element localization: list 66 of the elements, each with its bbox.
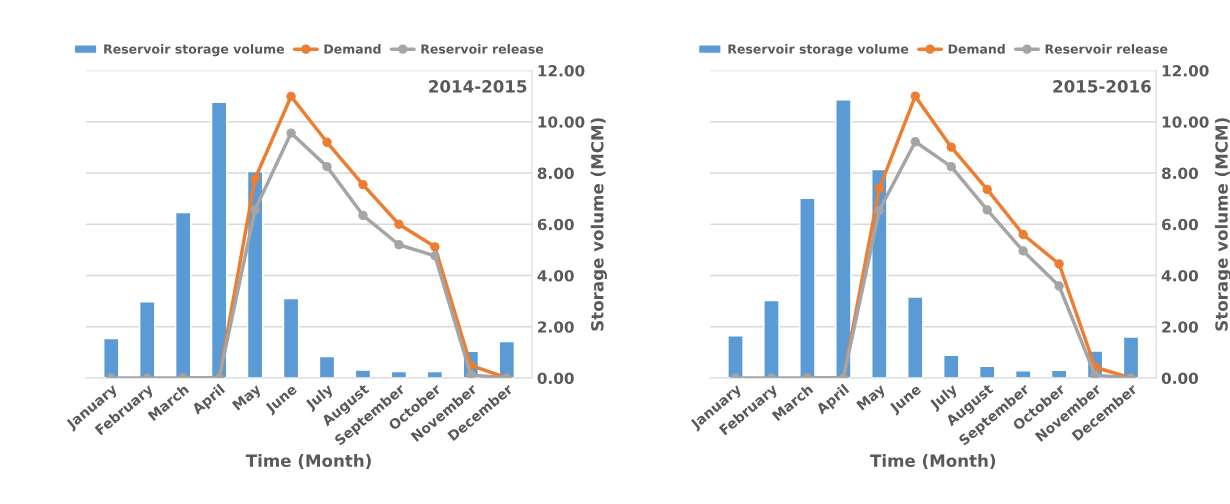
legend-label: Reservoir storage volume [104, 44, 284, 57]
bar [1122, 336, 1140, 378]
y-tick-label: 2.00 [538, 321, 574, 333]
point [286, 91, 296, 102]
point [394, 219, 404, 229]
bar [354, 369, 372, 378]
bar [835, 99, 852, 378]
y-tick-label: 12.00 [538, 65, 585, 77]
point [910, 91, 920, 101]
point [982, 205, 992, 215]
legend-label: Reservoir release [1045, 44, 1168, 54]
x-axis-title: Time (Month) [245, 454, 371, 469]
chart-title: 2014-2015 [429, 80, 527, 93]
y-tick-label: 12.00 [1162, 65, 1209, 77]
point [430, 242, 440, 252]
bar [174, 211, 192, 378]
y-tick-label: 10.00 [538, 116, 585, 128]
y-tick-label: 2.00 [1162, 321, 1199, 333]
point [430, 251, 440, 261]
y-axis-title: Storage volume (MCM) [590, 118, 607, 331]
point [1090, 370, 1100, 378]
bar [799, 197, 816, 378]
bar [282, 297, 300, 378]
y-tick-label: 0.00 [537, 372, 574, 385]
point [946, 161, 956, 172]
bar [318, 355, 336, 378]
y-tick-label: 8.00 [1161, 167, 1199, 180]
bar [942, 354, 960, 378]
point [946, 142, 956, 152]
point [250, 204, 260, 215]
legend-label: Reservoir release [421, 44, 544, 54]
point [286, 128, 296, 138]
y-tick-label: 4.00 [537, 269, 574, 282]
bar [138, 301, 156, 378]
bar [727, 335, 744, 378]
point [322, 137, 332, 147]
bar [907, 296, 924, 378]
chart-title: 2015-2016 [1053, 80, 1151, 93]
point [250, 173, 260, 184]
point [910, 137, 920, 147]
x-axis-title: Time (Month) [870, 454, 996, 469]
point [358, 179, 368, 190]
point [466, 370, 476, 378]
y-tick-label: 6.00 [1162, 218, 1199, 231]
legend-label: Reservoir storage volume [728, 44, 909, 57]
point [1054, 281, 1064, 291]
y-tick-label: 4.00 [1161, 269, 1199, 282]
point [322, 161, 332, 172]
point [1018, 229, 1028, 240]
point [874, 183, 885, 194]
y-tick-label: 8.00 [537, 167, 574, 180]
y-tick-label: 6.00 [537, 218, 574, 231]
point [394, 240, 404, 250]
bar [103, 337, 120, 378]
point [358, 210, 368, 220]
y-tick-label: 0.00 [1161, 372, 1199, 385]
legend-label: Demand [948, 44, 1005, 54]
point [874, 205, 885, 216]
point [982, 184, 992, 195]
point [1018, 246, 1028, 256]
point [1054, 259, 1064, 269]
legend-label: Demand [324, 44, 381, 54]
bar [763, 299, 780, 378]
bar [210, 101, 228, 378]
y-tick-label: 10.00 [1162, 116, 1209, 128]
bar [498, 340, 516, 378]
